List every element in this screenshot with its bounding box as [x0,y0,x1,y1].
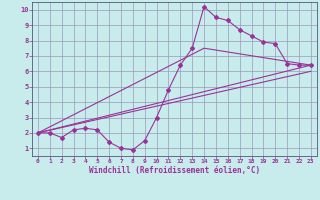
X-axis label: Windchill (Refroidissement éolien,°C): Windchill (Refroidissement éolien,°C) [89,166,260,175]
